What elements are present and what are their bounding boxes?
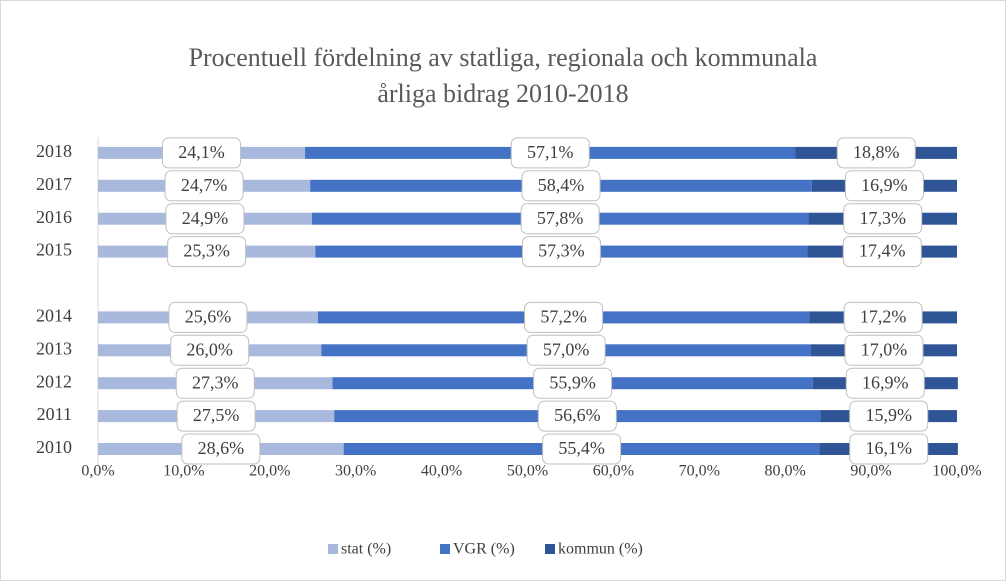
y-tick-label: 2012 (36, 371, 72, 391)
data-label-box (164, 170, 244, 202)
data-label: 25,6% (185, 307, 232, 327)
data-label: 24,7% (181, 175, 228, 195)
y-tick-label: 2014 (36, 306, 72, 326)
x-tick-label: 60,0% (593, 463, 634, 480)
data-label: 17,4% (859, 241, 906, 261)
data-label-box (836, 137, 916, 169)
chart-title: årliga bidrag 2010-2018 (377, 79, 628, 108)
data-label-box (175, 367, 255, 399)
data-label-box (849, 400, 929, 432)
data-label-box (181, 433, 261, 465)
data-label-box (167, 236, 247, 268)
data-label-box (844, 334, 924, 366)
data-label-box (521, 236, 601, 268)
data-label-box (843, 203, 923, 235)
x-tick-label: 70,0% (679, 463, 720, 480)
x-tick-label: 50,0% (507, 463, 548, 480)
data-label-box (170, 334, 250, 366)
x-tick-label: 40,0% (421, 463, 462, 480)
x-tick-label: 30,0% (335, 463, 376, 480)
data-label-box (533, 367, 613, 399)
data-label: 57,8% (537, 208, 584, 228)
data-label: 57,2% (540, 307, 587, 327)
data-label: 17,0% (861, 339, 908, 359)
data-label: 55,4% (558, 438, 605, 458)
data-label-box (542, 433, 622, 465)
data-label: 28,6% (198, 438, 245, 458)
data-label: 24,9% (182, 208, 229, 228)
legend-swatch (440, 544, 450, 554)
data-label-box (168, 301, 248, 333)
data-label-box (526, 334, 606, 366)
legend-label: VGR (%) (453, 541, 515, 558)
data-label-box (844, 170, 924, 202)
data-label: 17,2% (860, 307, 907, 327)
y-tick-label: 2017 (36, 174, 72, 194)
y-tick-label: 2013 (36, 338, 72, 358)
x-tick-label: 10,0% (163, 463, 204, 480)
data-label: 56,6% (554, 405, 601, 425)
data-label: 16,1% (865, 438, 912, 458)
data-label: 58,4% (538, 175, 585, 195)
data-label-box (162, 137, 242, 169)
x-tick-label: 100,0% (932, 463, 981, 480)
data-label: 18,8% (853, 142, 900, 162)
data-label: 57,0% (543, 339, 590, 359)
data-label: 57,3% (538, 241, 585, 261)
data-label-box (843, 301, 923, 333)
y-tick-label: 2010 (36, 437, 72, 457)
data-label-box (521, 170, 601, 202)
data-label-box (524, 301, 604, 333)
data-label: 55,9% (549, 372, 596, 392)
data-label: 57,1% (527, 142, 574, 162)
y-tick-label: 2018 (36, 141, 72, 161)
legend-label: stat (%) (341, 541, 391, 558)
y-tick-label: 2011 (37, 404, 72, 424)
y-tick-label: 2016 (36, 207, 72, 227)
data-label-box (520, 203, 600, 235)
y-tick-label: 2015 (36, 240, 72, 260)
data-label-box (165, 203, 245, 235)
data-label: 25,3% (183, 241, 230, 261)
x-tick-label: 20,0% (249, 463, 290, 480)
data-label: 15,9% (865, 405, 912, 425)
legend-swatch (545, 544, 555, 554)
data-label-box (510, 137, 590, 169)
data-label-box (176, 400, 256, 432)
data-label-box (845, 367, 925, 399)
legend-swatch (328, 544, 338, 554)
legend-label: kommun (%) (558, 541, 643, 558)
data-label: 27,3% (192, 372, 239, 392)
data-label: 16,9% (861, 175, 908, 195)
data-label-box (537, 400, 617, 432)
x-tick-label: 80,0% (765, 463, 806, 480)
x-tick-label: 0,0% (81, 463, 114, 480)
data-label: 26,0% (186, 339, 233, 359)
data-label-box (849, 433, 929, 465)
data-label: 16,9% (862, 372, 909, 392)
data-label: 17,3% (859, 208, 906, 228)
chart-title: Procentuell fördelning av statliga, regi… (189, 43, 818, 72)
x-tick-label: 90,0% (850, 463, 891, 480)
data-label: 24,1% (178, 142, 225, 162)
data-label: 27,5% (193, 405, 240, 425)
data-label-box (842, 236, 922, 268)
